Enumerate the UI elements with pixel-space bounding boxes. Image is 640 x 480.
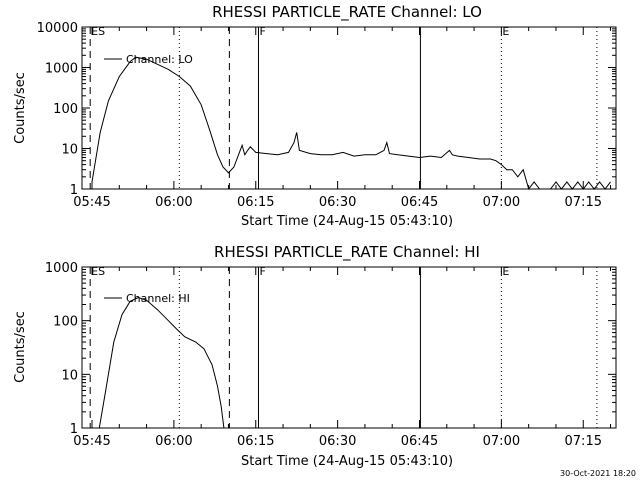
legend-label-lo: Channel: LO bbox=[126, 53, 193, 66]
event-marker-label-hi: ES bbox=[91, 265, 105, 278]
y-tick-label-lo: 1000 bbox=[45, 62, 78, 77]
y-tick-label-lo: 10 bbox=[61, 143, 78, 158]
x-tick-label-lo: 06:45 bbox=[401, 195, 438, 210]
x-tick-label-hi: 05:45 bbox=[73, 434, 110, 449]
event-marker-label-lo: E bbox=[502, 25, 509, 38]
x-tick-label-hi: 06:30 bbox=[319, 434, 356, 449]
footer-date: 30-Oct-2021 18:20 bbox=[560, 469, 636, 478]
y-tick-label-hi: 100 bbox=[53, 315, 78, 330]
x-tick-label-hi: 06:45 bbox=[401, 434, 438, 449]
y-tick-label-hi: 10 bbox=[61, 368, 78, 383]
series-line-lo bbox=[91, 56, 611, 191]
y-tick-label-hi: 1000 bbox=[45, 261, 78, 276]
chart-title-lo: RHESSI PARTICLE_RATE Channel: LO bbox=[212, 3, 482, 22]
y-tick-label-lo: 100 bbox=[53, 102, 78, 117]
panel-lo: 05:45 06:00 06:15 06:30 06:45 07:00 07:15 1 10 10… bbox=[37, 21, 617, 210]
event-marker-label-lo: F bbox=[259, 25, 265, 38]
x-tick-label-hi: 07:15 bbox=[565, 434, 602, 449]
x-tick-label-lo: 06:15 bbox=[237, 195, 274, 210]
y-tick-label-hi: 1 bbox=[70, 422, 78, 437]
x-tick-label-lo: 07:15 bbox=[565, 195, 602, 210]
event-marker-label-lo: ES bbox=[91, 25, 105, 38]
x-tick-label-lo: 05:45 bbox=[73, 195, 110, 210]
legend-label-hi: Channel: HI bbox=[126, 292, 190, 305]
y-axis-label-lo: Counts/sec bbox=[13, 72, 28, 144]
x-axis-label-lo: Start Time (24-Aug-15 05:43:10) bbox=[241, 214, 453, 229]
x-tick-label-hi: 06:00 bbox=[155, 434, 192, 449]
x-tick-label-lo: 06:00 bbox=[155, 195, 192, 210]
chart-title-hi: RHESSI PARTICLE_RATE Channel: HI bbox=[214, 243, 480, 262]
event-marker-label-hi: F bbox=[259, 265, 265, 278]
y-tick-label-lo: 1 bbox=[70, 183, 78, 198]
y-tick-label-lo: 10000 bbox=[37, 21, 78, 36]
x-tick-label-lo: 06:30 bbox=[319, 195, 356, 210]
panel-hi: 05:45 06:00 06:15 06:30 06:45 07:00 07:15 1 10 10… bbox=[45, 261, 617, 449]
x-tick-label-hi: 07:00 bbox=[483, 434, 520, 449]
plot-frame-hi bbox=[81, 266, 617, 429]
y-axis-label-hi: Counts/sec bbox=[13, 311, 28, 383]
plot-frame-lo bbox=[81, 26, 617, 190]
series-line-hi bbox=[98, 296, 225, 429]
x-axis-label-hi: Start Time (24-Aug-15 05:43:10) bbox=[241, 454, 453, 469]
x-tick-label-hi: 06:15 bbox=[237, 434, 274, 449]
x-tick-label-lo: 07:00 bbox=[483, 195, 520, 210]
event-marker-label-hi: E bbox=[502, 265, 509, 278]
